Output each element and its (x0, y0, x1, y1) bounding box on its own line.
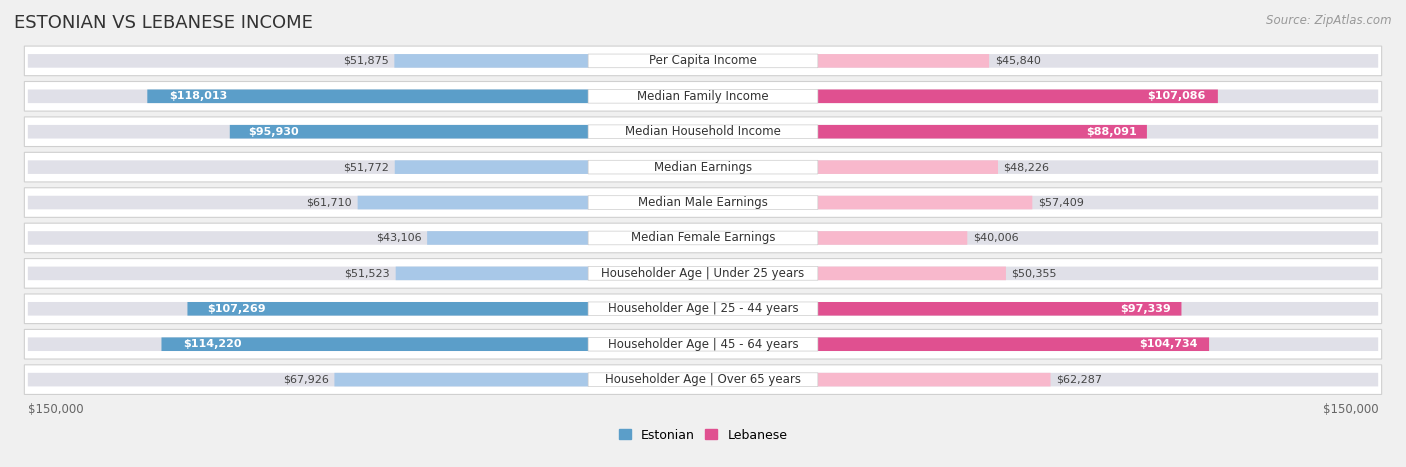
FancyBboxPatch shape (818, 373, 1378, 386)
Text: $40,006: $40,006 (973, 233, 1018, 243)
FancyBboxPatch shape (28, 196, 588, 209)
FancyBboxPatch shape (818, 338, 1378, 351)
FancyBboxPatch shape (818, 231, 967, 245)
FancyBboxPatch shape (24, 117, 1382, 147)
Text: $97,339: $97,339 (1119, 304, 1171, 314)
FancyBboxPatch shape (818, 54, 988, 68)
FancyBboxPatch shape (28, 90, 588, 103)
Text: $150,000: $150,000 (1323, 403, 1378, 416)
FancyBboxPatch shape (427, 231, 588, 245)
Text: Householder Age | 25 - 44 years: Householder Age | 25 - 44 years (607, 302, 799, 315)
Text: $88,091: $88,091 (1087, 127, 1137, 137)
FancyBboxPatch shape (162, 338, 588, 351)
FancyBboxPatch shape (818, 267, 1378, 280)
Text: $107,086: $107,086 (1147, 92, 1206, 101)
FancyBboxPatch shape (24, 294, 1382, 324)
FancyBboxPatch shape (818, 373, 1050, 386)
Text: Median Family Income: Median Family Income (637, 90, 769, 103)
FancyBboxPatch shape (28, 338, 588, 351)
FancyBboxPatch shape (24, 223, 1382, 253)
FancyBboxPatch shape (818, 54, 1378, 68)
Text: $104,734: $104,734 (1139, 339, 1198, 349)
FancyBboxPatch shape (24, 152, 1382, 182)
Text: $118,013: $118,013 (169, 92, 228, 101)
FancyBboxPatch shape (818, 125, 1147, 139)
FancyBboxPatch shape (588, 302, 818, 316)
FancyBboxPatch shape (588, 337, 818, 351)
Text: Householder Age | 45 - 64 years: Householder Age | 45 - 64 years (607, 338, 799, 351)
FancyBboxPatch shape (818, 90, 1218, 103)
FancyBboxPatch shape (818, 302, 1378, 316)
Legend: Estonian, Lebanese: Estonian, Lebanese (619, 429, 787, 442)
Text: $50,355: $50,355 (1011, 269, 1057, 278)
Text: Per Capita Income: Per Capita Income (650, 54, 756, 67)
FancyBboxPatch shape (24, 82, 1382, 111)
FancyBboxPatch shape (28, 231, 588, 245)
FancyBboxPatch shape (394, 54, 588, 68)
Text: $95,930: $95,930 (247, 127, 298, 137)
FancyBboxPatch shape (818, 160, 1378, 174)
FancyBboxPatch shape (818, 90, 1378, 103)
Text: $51,875: $51,875 (343, 56, 389, 66)
FancyBboxPatch shape (588, 196, 818, 209)
FancyBboxPatch shape (588, 231, 818, 245)
FancyBboxPatch shape (28, 125, 588, 139)
FancyBboxPatch shape (187, 302, 588, 316)
Text: $67,926: $67,926 (283, 375, 329, 385)
FancyBboxPatch shape (28, 373, 588, 386)
FancyBboxPatch shape (24, 365, 1382, 395)
FancyBboxPatch shape (28, 160, 588, 174)
FancyBboxPatch shape (588, 125, 818, 139)
FancyBboxPatch shape (818, 231, 1378, 245)
FancyBboxPatch shape (395, 267, 588, 280)
Text: ESTONIAN VS LEBANESE INCOME: ESTONIAN VS LEBANESE INCOME (14, 14, 314, 32)
Text: Householder Age | Over 65 years: Householder Age | Over 65 years (605, 373, 801, 386)
FancyBboxPatch shape (335, 373, 588, 386)
FancyBboxPatch shape (588, 160, 818, 174)
FancyBboxPatch shape (28, 302, 588, 316)
FancyBboxPatch shape (148, 90, 588, 103)
Text: $51,772: $51,772 (343, 162, 389, 172)
FancyBboxPatch shape (24, 329, 1382, 359)
FancyBboxPatch shape (818, 302, 1181, 316)
FancyBboxPatch shape (357, 196, 588, 209)
Text: $61,710: $61,710 (307, 198, 352, 207)
Text: $62,287: $62,287 (1056, 375, 1102, 385)
FancyBboxPatch shape (588, 267, 818, 280)
FancyBboxPatch shape (818, 196, 1378, 209)
Text: $51,523: $51,523 (344, 269, 389, 278)
FancyBboxPatch shape (24, 259, 1382, 288)
FancyBboxPatch shape (395, 160, 588, 174)
FancyBboxPatch shape (28, 54, 588, 68)
Text: $43,106: $43,106 (375, 233, 422, 243)
FancyBboxPatch shape (818, 125, 1378, 139)
Text: Median Earnings: Median Earnings (654, 161, 752, 174)
Text: Median Household Income: Median Household Income (626, 125, 780, 138)
FancyBboxPatch shape (28, 267, 588, 280)
Text: $57,409: $57,409 (1038, 198, 1084, 207)
Text: Median Male Earnings: Median Male Earnings (638, 196, 768, 209)
Text: Source: ZipAtlas.com: Source: ZipAtlas.com (1267, 14, 1392, 27)
FancyBboxPatch shape (818, 196, 1032, 209)
Text: $114,220: $114,220 (183, 339, 242, 349)
FancyBboxPatch shape (24, 188, 1382, 217)
Text: Householder Age | Under 25 years: Householder Age | Under 25 years (602, 267, 804, 280)
FancyBboxPatch shape (588, 54, 818, 68)
FancyBboxPatch shape (818, 160, 998, 174)
Text: $150,000: $150,000 (28, 403, 83, 416)
FancyBboxPatch shape (818, 267, 1005, 280)
FancyBboxPatch shape (588, 373, 818, 387)
FancyBboxPatch shape (24, 46, 1382, 76)
Text: $48,226: $48,226 (1004, 162, 1049, 172)
FancyBboxPatch shape (588, 90, 818, 103)
Text: $45,840: $45,840 (994, 56, 1040, 66)
FancyBboxPatch shape (818, 338, 1209, 351)
Text: $107,269: $107,269 (208, 304, 266, 314)
Text: Median Female Earnings: Median Female Earnings (631, 232, 775, 244)
FancyBboxPatch shape (229, 125, 588, 139)
